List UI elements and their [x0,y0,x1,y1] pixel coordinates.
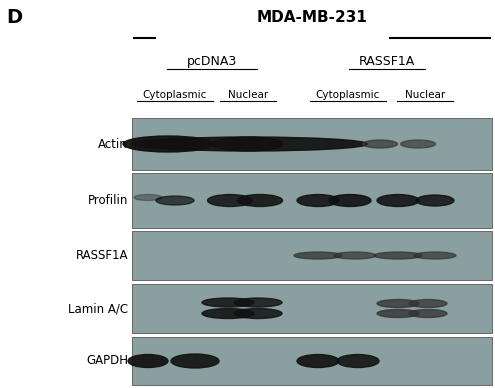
Text: Profilin: Profilin [88,194,128,207]
Ellipse shape [409,300,447,308]
Ellipse shape [374,252,422,259]
Bar [132,337,492,385]
Ellipse shape [337,355,379,367]
Ellipse shape [128,355,168,367]
Ellipse shape [297,194,339,206]
Ellipse shape [134,194,162,201]
Ellipse shape [238,194,283,206]
Ellipse shape [202,308,254,319]
Text: Nuclear: Nuclear [405,90,445,100]
Bar [132,118,492,170]
Text: Lamin A/C: Lamin A/C [68,302,128,315]
Text: Cytoplasmic: Cytoplasmic [143,90,207,100]
Ellipse shape [213,137,283,151]
Ellipse shape [234,298,282,307]
Text: pcDNA3: pcDNA3 [187,55,237,68]
Text: MDA-MB-231: MDA-MB-231 [256,10,367,25]
Ellipse shape [294,252,342,259]
Bar [132,284,492,333]
Ellipse shape [171,354,219,368]
Bar [132,231,492,280]
Ellipse shape [400,140,436,148]
Text: RASSF1A: RASSF1A [358,55,415,68]
Ellipse shape [334,252,376,259]
Ellipse shape [329,194,371,206]
Ellipse shape [409,310,447,317]
Bar [132,173,492,228]
Ellipse shape [156,196,194,205]
Ellipse shape [297,355,339,367]
Ellipse shape [202,298,254,307]
Text: Nuclear: Nuclear [228,90,268,100]
Ellipse shape [133,137,367,151]
Text: Actin: Actin [98,137,128,151]
Ellipse shape [416,195,454,206]
Ellipse shape [377,310,419,317]
Ellipse shape [377,194,419,206]
Text: Cytoplasmic: Cytoplasmic [316,90,380,100]
Ellipse shape [234,308,282,319]
Ellipse shape [123,136,213,152]
Ellipse shape [362,140,397,148]
Text: D: D [6,8,22,27]
Text: RASSF1A: RASSF1A [76,249,128,262]
Ellipse shape [377,300,419,308]
Text: GAPDH: GAPDH [86,355,128,367]
Ellipse shape [207,194,252,206]
Ellipse shape [414,252,456,259]
